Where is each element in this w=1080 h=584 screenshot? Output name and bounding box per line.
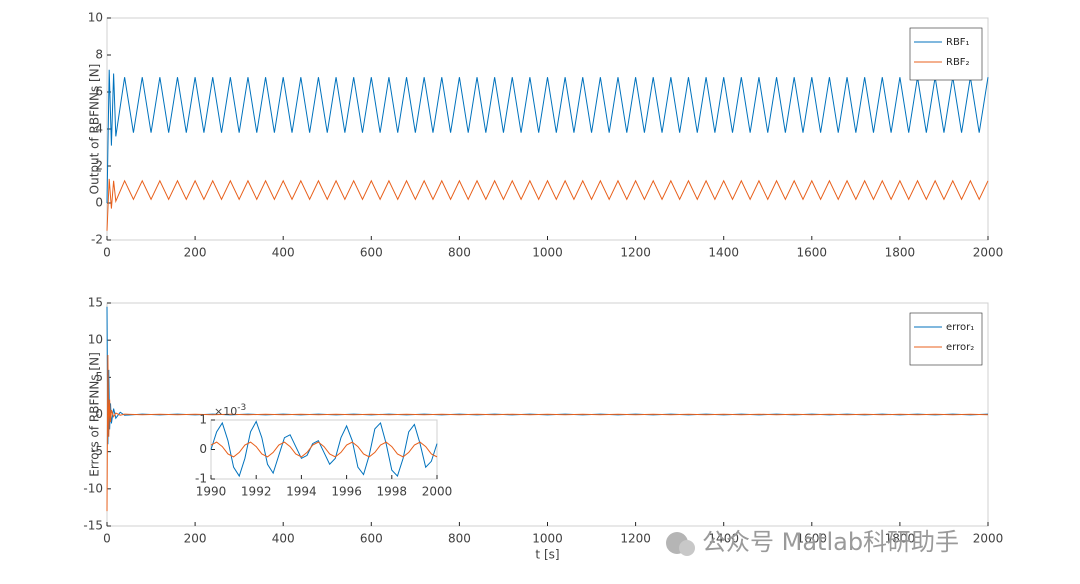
y-tick-label: 0: [95, 196, 103, 210]
series-line: [106, 69, 989, 204]
y-tick-label: 8: [95, 48, 103, 62]
x-tick-label: 800: [448, 246, 471, 260]
y-tick-label: 15: [88, 296, 103, 310]
legend-label: RBF₁: [946, 37, 970, 48]
x-tick-label: 600: [360, 532, 383, 546]
y-tick-label: -1: [195, 472, 207, 486]
x-tick-label: 1990: [196, 485, 227, 499]
watermark: 公众号 Matlab科研助手: [666, 528, 959, 556]
y-scale-label: ×10-3: [214, 403, 246, 419]
y-tick-label: -15: [83, 519, 103, 533]
y-tick-label: 2: [95, 159, 103, 173]
x-tick-label: 1800: [885, 246, 916, 260]
x-tick-label: 200: [184, 246, 207, 260]
y-tick-label: 1: [199, 413, 207, 427]
y-axis-label: Errors of RBFNNs [N]: [88, 352, 102, 477]
watermark-text: 公众号 Matlab科研助手: [702, 528, 959, 556]
x-tick-label: 600: [360, 246, 383, 260]
x-tick-label: 1000: [532, 532, 563, 546]
x-tick-label: 1994: [286, 485, 317, 499]
y-tick-label: 5: [95, 370, 103, 384]
y-scale-base: ×10: [214, 405, 237, 418]
x-tick-label: 1800: [885, 532, 916, 546]
watermark-icon: [679, 540, 695, 556]
x-tick-label: 1400: [708, 246, 739, 260]
x-axis-label: t [s]: [535, 548, 559, 562]
legend-box: [909, 312, 983, 366]
x-tick-label: 400: [272, 246, 295, 260]
legend-label: error₂: [946, 342, 974, 353]
y-tick-label: -5: [91, 444, 103, 458]
x-tick-label: 1600: [797, 246, 828, 260]
x-tick-label: 2000: [973, 532, 1004, 546]
plot-area: [106, 17, 989, 241]
y-tick-label: -10: [83, 481, 103, 495]
x-tick-label: 200: [184, 532, 207, 546]
x-tick-label: 1998: [377, 485, 408, 499]
y-axis-label: Output of RBFNNs [N]: [88, 64, 102, 195]
x-tick-label: 0: [103, 532, 111, 546]
y-tick-label: 0: [199, 442, 207, 456]
y-tick-label: 6: [95, 85, 103, 99]
series-line: [210, 441, 438, 458]
x-tick-label: 1200: [620, 246, 651, 260]
x-tick-label: 1400: [708, 532, 739, 546]
x-tick-label: 1200: [620, 532, 651, 546]
series-line: [106, 178, 989, 231]
x-tick-label: 2000: [422, 485, 453, 499]
x-tick-label: 2000: [973, 246, 1004, 260]
x-tick-label: 1996: [331, 485, 362, 499]
x-tick-label: 800: [448, 532, 471, 546]
legend-label: RBF₂: [946, 57, 970, 68]
x-tick-label: 1000: [532, 246, 563, 260]
y-tick-label: 4: [95, 122, 103, 136]
legend-box: [909, 27, 983, 81]
series-line: [210, 420, 438, 478]
x-tick-label: 1992: [241, 485, 272, 499]
y-tick-label: 10: [88, 333, 103, 347]
y-tick-label: 10: [88, 11, 103, 25]
x-tick-label: 1600: [797, 532, 828, 546]
y-tick-label: -2: [91, 233, 103, 247]
plot-area: [210, 419, 438, 480]
x-tick-label: 0: [103, 246, 111, 260]
series-line: [106, 355, 989, 512]
y-tick-label: 0: [95, 407, 103, 421]
x-tick-label: 400: [272, 532, 295, 546]
y-scale-exponent: -3: [237, 403, 246, 413]
legend-label: error₁: [946, 322, 974, 333]
